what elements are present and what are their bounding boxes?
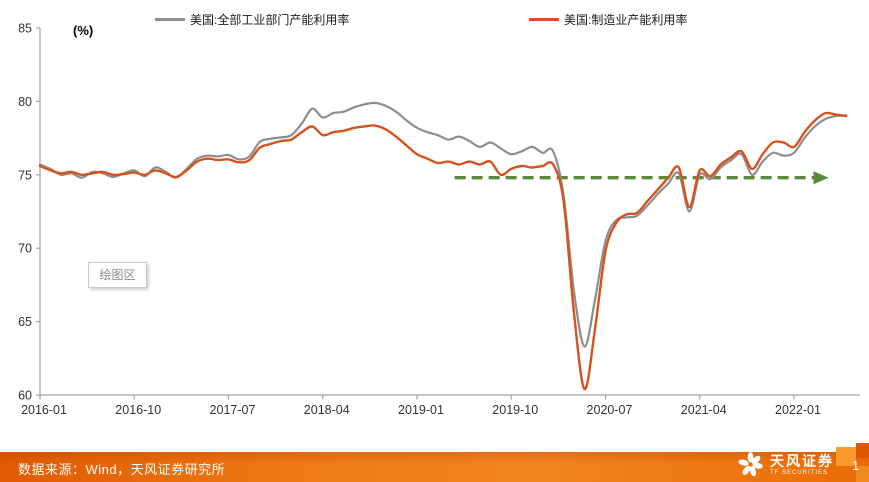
legend-line-swatch-orange — [529, 18, 559, 21]
legend-label-manufacturing: 美国:制造业产能利用率 — [564, 13, 688, 27]
legend-line-swatch-gray — [155, 18, 185, 21]
y-tick-label: 60 — [18, 389, 32, 403]
data-source-text: 数据来源：Wind，天风证券研究所 — [18, 462, 226, 477]
footer-decoration-square — [856, 443, 869, 458]
plot-area-tooltip: 绘图区 — [88, 262, 147, 288]
y-axis-unit-label: (%) — [73, 23, 94, 38]
logo-text-en: TF SECURITIES — [770, 469, 829, 476]
series-line-manufacturing — [38, 111, 848, 391]
footer-decoration-square — [836, 447, 856, 466]
trend-arrow-head — [813, 171, 829, 185]
x-tick-label: 2020-07 — [587, 403, 633, 417]
x-tick-label: 2017-07 — [210, 403, 256, 417]
x-tick-label: 2021-04 — [681, 403, 727, 417]
flower-logo-icon — [738, 452, 763, 477]
x-tick-label: 2018-04 — [304, 403, 350, 417]
page-number: 1 — [852, 458, 860, 473]
series-line-total-industry — [38, 101, 848, 348]
x-tick-label: 2016-10 — [115, 403, 161, 417]
y-tick-label: 85 — [18, 22, 32, 36]
x-tick-label: 2019-01 — [398, 403, 444, 417]
footer-decoration-square — [856, 466, 869, 482]
x-tick-label: 2022-01 — [775, 403, 821, 417]
y-tick-label: 65 — [18, 315, 32, 329]
y-tick-label: 75 — [18, 168, 32, 182]
legend-item-total-industry: 美国:全部工业部门产能利用率 — [155, 11, 349, 28]
logo-text-cn: 天风证券 — [770, 452, 834, 469]
legend-item-manufacturing: 美国:制造业产能利用率 — [529, 11, 687, 28]
x-tick-label: 2019-10 — [492, 403, 538, 417]
logo-text: 天风证券 TF SECURITIES — [770, 454, 834, 476]
y-tick-label: 70 — [18, 242, 32, 256]
y-tick-label: 80 — [18, 95, 32, 109]
footer-bar — [0, 452, 869, 482]
x-tick-label: 2016-01 — [21, 403, 67, 417]
tf-securities-logo: 天风证券 TF SECURITIES — [737, 451, 834, 478]
legend-label-total-industry: 美国:全部工业部门产能利用率 — [190, 13, 350, 27]
